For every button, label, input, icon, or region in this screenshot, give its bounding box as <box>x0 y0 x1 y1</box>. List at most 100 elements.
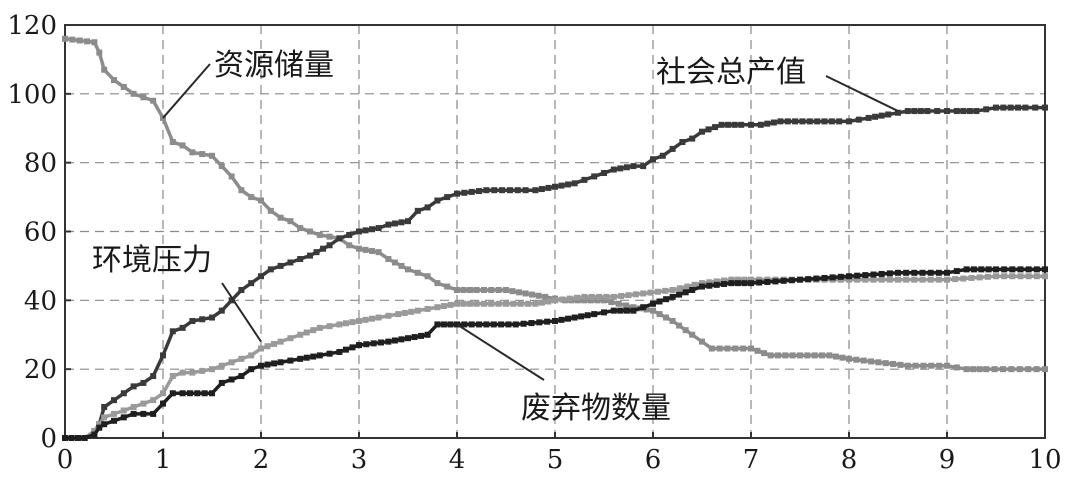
data-point <box>1033 366 1040 373</box>
data-point <box>509 288 516 295</box>
data-point <box>468 188 475 195</box>
data-point <box>656 311 663 318</box>
data-point <box>640 163 647 170</box>
series-line <box>64 37 1045 371</box>
y-tick-label: 120 <box>7 11 57 41</box>
data-point <box>391 220 398 227</box>
series-3 <box>62 266 1048 441</box>
data-point <box>532 300 539 307</box>
data-point <box>498 321 505 328</box>
data-point <box>1042 366 1048 373</box>
data-point <box>1042 266 1048 273</box>
data-point <box>264 361 271 368</box>
data-point <box>418 332 425 339</box>
data-point <box>944 276 950 283</box>
data-point <box>878 112 885 119</box>
data-point <box>503 300 509 307</box>
data-point <box>601 309 607 316</box>
data-point <box>536 319 543 326</box>
data-point <box>460 287 467 294</box>
data-point <box>625 292 632 299</box>
data-point <box>732 345 739 352</box>
data-point <box>774 352 781 359</box>
data-point <box>581 176 588 183</box>
data-point <box>968 274 975 281</box>
data-point <box>897 361 904 368</box>
data-point <box>699 283 705 290</box>
data-point <box>434 304 441 311</box>
data-point <box>238 355 245 362</box>
data-point <box>1000 104 1007 111</box>
data-point <box>862 272 869 279</box>
data-point <box>574 294 581 301</box>
data-point <box>865 114 872 121</box>
data-point <box>517 300 524 307</box>
data-point <box>1032 104 1039 111</box>
data-point <box>868 358 875 365</box>
data-point <box>525 300 532 307</box>
data-point <box>209 390 215 397</box>
data-point <box>1009 273 1016 280</box>
y-tick-label: 60 <box>24 218 57 248</box>
data-point <box>928 362 935 369</box>
data-point <box>603 293 610 300</box>
data-point <box>160 390 166 397</box>
data-point <box>179 369 186 376</box>
data-point <box>643 306 650 313</box>
data-point <box>529 291 536 298</box>
data-point <box>362 227 369 234</box>
data-point <box>772 278 779 285</box>
data-point <box>248 366 255 373</box>
data-point <box>277 214 284 221</box>
data-point <box>522 187 529 194</box>
data-point <box>558 316 565 323</box>
data-point <box>993 273 999 280</box>
data-point <box>630 163 637 170</box>
data-point <box>194 390 201 397</box>
data-point <box>375 225 382 232</box>
data-point <box>1025 273 1032 280</box>
data-point <box>936 362 943 369</box>
data-point <box>976 366 983 373</box>
data-point <box>617 307 624 314</box>
data-point <box>821 118 828 125</box>
data-point <box>1033 273 1040 280</box>
data-point <box>596 293 603 300</box>
x-tick-label: 10 <box>1028 445 1061 475</box>
data-point <box>846 273 852 280</box>
data-point <box>349 344 356 351</box>
data-point <box>721 277 728 284</box>
data-point <box>654 288 661 295</box>
data-point <box>839 354 846 361</box>
data-point <box>297 256 304 263</box>
data-point <box>91 39 98 46</box>
data-point <box>662 287 669 294</box>
data-point <box>505 321 512 328</box>
data-point <box>983 106 990 113</box>
data-point <box>447 321 454 328</box>
data-point <box>120 390 127 397</box>
data-point <box>447 301 454 308</box>
data-point <box>571 314 578 321</box>
data-point <box>911 269 918 276</box>
data-point <box>150 97 157 104</box>
data-point <box>676 322 683 329</box>
data-point <box>984 273 991 280</box>
data-point <box>991 366 998 373</box>
data-point <box>160 352 166 359</box>
data-point <box>316 352 323 359</box>
data-point <box>248 194 255 201</box>
data-point <box>401 309 408 316</box>
data-point <box>398 336 405 343</box>
data-point <box>120 414 127 421</box>
data-point <box>552 183 558 190</box>
annotation-label: 资源储量 <box>214 48 334 83</box>
data-point <box>467 287 474 294</box>
data-point <box>342 346 349 353</box>
data-point <box>953 268 960 275</box>
data-point <box>189 369 196 376</box>
data-point <box>169 390 176 397</box>
data-point <box>903 276 910 283</box>
data-point <box>398 219 405 226</box>
data-point <box>1016 366 1023 373</box>
